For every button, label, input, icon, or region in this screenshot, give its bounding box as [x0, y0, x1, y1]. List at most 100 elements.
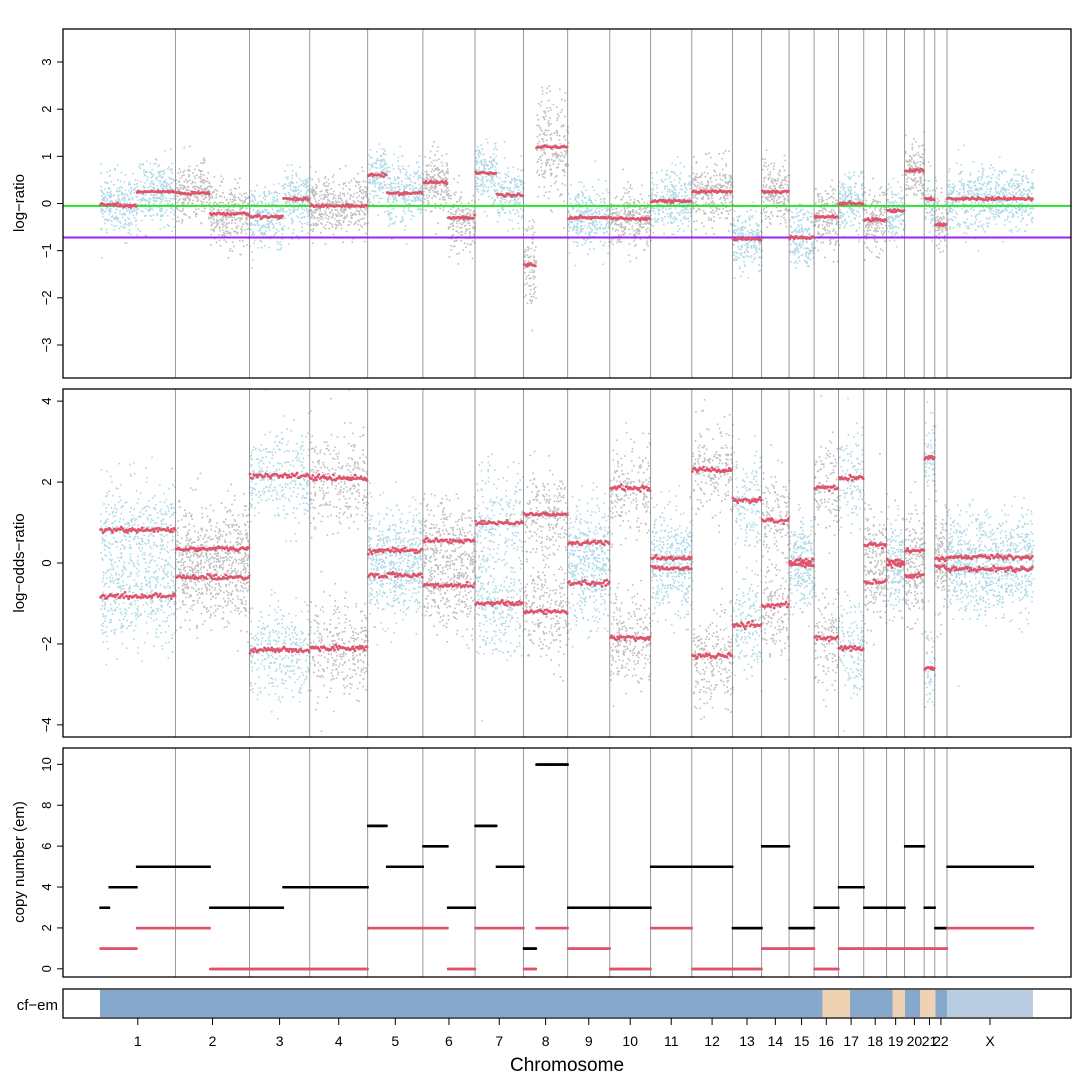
- log-ratio-points-chr-3: [249, 164, 312, 269]
- log-ratio-points-chr-11: [650, 156, 694, 239]
- y-tick-label: 4: [39, 398, 54, 405]
- y-tick-label: −2: [39, 637, 54, 652]
- log-ratio-segment: [248, 213, 284, 221]
- log-ratio-segment: [903, 167, 925, 174]
- log-odds-segment: [946, 553, 1034, 574]
- log-odds-points-chr-9: [567, 482, 612, 648]
- cf-em-band: [904, 990, 921, 1017]
- log-ratio-segment: [946, 195, 1034, 202]
- log-ratio-points-chr-8: [523, 85, 570, 332]
- log-ratio-segment: [862, 216, 888, 223]
- cf-em-band: [935, 990, 948, 1017]
- log-odds-segment: [522, 511, 569, 616]
- x-tick-label-chr-9: 9: [585, 1033, 593, 1049]
- log-ratio-segment: [446, 213, 476, 221]
- x-tick-label-chr-7: 7: [495, 1033, 503, 1049]
- log-ratio-segment: [731, 236, 763, 242]
- log-odds-segment: [308, 473, 369, 653]
- x-tick-label-chr-17: 17: [843, 1033, 859, 1049]
- log-ratio-segment: [117, 203, 138, 209]
- log-ratio-panel: −3 −2 −1 0 1 2 3: [39, 28, 1072, 379]
- cf-em-frame: [62, 988, 1072, 1019]
- log-odds-ratio-panel: −4 −2 0 2 4: [39, 388, 1072, 738]
- log-odds-segment: [760, 517, 790, 610]
- cf-em-band: [892, 990, 905, 1017]
- y-tick-label: 6: [39, 843, 54, 850]
- log-ratio-points-chr-4: [309, 164, 370, 245]
- x-tick-label-chr-21: 21: [922, 1033, 938, 1049]
- log-ratio-points-chr-9: [567, 160, 612, 267]
- log-odds-points-chr-17: [838, 397, 866, 733]
- y-tick-label: 4: [39, 883, 54, 890]
- x-tick-label-chr-11: 11: [664, 1033, 679, 1049]
- x-tick-label-chr-14: 14: [768, 1033, 784, 1049]
- log-odds-segment: [649, 553, 693, 571]
- x-axis-title: Chromosome: [510, 1055, 624, 1076]
- log-odds-segment: [903, 546, 925, 579]
- x-tick-label-chr-16: 16: [818, 1033, 834, 1049]
- log-odds-segment: [174, 545, 251, 581]
- log-odds-segment: [788, 557, 815, 569]
- x-tick-label-chr-1: 1: [134, 1033, 142, 1049]
- cf-em-band: [100, 990, 823, 1017]
- log-odds-points-chr-16: [814, 395, 841, 708]
- x-tick-label-chr-4: 4: [335, 1033, 343, 1049]
- log-odds-segment: [862, 541, 888, 585]
- x-tick-label-chr-8: 8: [542, 1033, 550, 1049]
- x-tick-label-chr-18: 18: [867, 1033, 883, 1049]
- y-tick-label: −2: [39, 290, 54, 305]
- log-ratio-points-chr-2: [175, 145, 251, 259]
- log-odds-segment: [566, 539, 611, 588]
- log-odds-segment: [813, 484, 840, 643]
- log-ratio-segment: [760, 189, 790, 195]
- x-tick-label-chr-20: 20: [907, 1033, 923, 1049]
- log-ratio-segment: [308, 202, 369, 209]
- log-ratio-segment: [282, 196, 311, 202]
- y-tick-label: 2: [39, 924, 54, 931]
- log-odds-points-chr-X: [947, 495, 1035, 688]
- log-ratio-points-chr-14: [761, 149, 791, 229]
- y-axis-title-log-odds-ratio: log−odds−ratio: [11, 513, 28, 612]
- log-ratio-segment: [923, 196, 936, 202]
- copy-number-panel: 0 2 4 6 8 10: [39, 747, 1072, 978]
- log-odds-segment: [837, 473, 865, 652]
- log-odds-segment: [934, 556, 948, 571]
- log-ratio-segment: [474, 170, 498, 176]
- log-odds-points-chr-8: [523, 450, 570, 682]
- log-ratio-segment: [691, 188, 734, 195]
- log-ratio-segment: [608, 215, 652, 222]
- x-tick-label-chr-12: 12: [704, 1033, 720, 1049]
- log-ratio-segment: [649, 198, 693, 205]
- log-odds-points-chr-12: [691, 398, 734, 720]
- y-tick-label: 0: [39, 965, 54, 972]
- log-ratio-points-chr-7: [475, 138, 526, 232]
- log-odds-points-chr-13: [732, 435, 764, 692]
- log-ratio-segment: [566, 214, 611, 221]
- log-odds-points-chr-10: [609, 422, 652, 707]
- y-axis-title-copy-number: copy number (em): [11, 801, 28, 923]
- log-odds-points-chr-1: [100, 456, 178, 666]
- log-odds-segment: [99, 525, 177, 601]
- log-odds-points-chr-7: [475, 453, 525, 722]
- log-odds-segment: [608, 483, 652, 643]
- log-ratio-segment: [535, 144, 569, 150]
- log-odds-segment: [366, 546, 424, 579]
- log-odds-points-chr-20: [904, 481, 926, 635]
- x-tick-label-chr-2: 2: [209, 1033, 217, 1049]
- log-ratio-segment: [99, 201, 120, 207]
- x-tick-label-chr-10: 10: [622, 1033, 638, 1049]
- y-tick-label: 3: [39, 58, 54, 65]
- log-ratio-segment: [522, 262, 537, 268]
- log-ratio-segment: [495, 192, 525, 199]
- log-ratio-points-chr-22: [934, 179, 949, 254]
- log-odds-points-chr-22: [934, 490, 949, 638]
- cf-em-panel: [62, 988, 1072, 1019]
- log-odds-segment: [731, 496, 763, 631]
- log-ratio-segment: [837, 200, 865, 207]
- log-odds-points-chr-5: [367, 481, 425, 646]
- log-ratio-segment: [788, 235, 815, 241]
- copy-number-series-minor: [99, 926, 1035, 971]
- log-odds-segment: [885, 557, 906, 569]
- log-ratio-points-chr-6: [423, 141, 477, 265]
